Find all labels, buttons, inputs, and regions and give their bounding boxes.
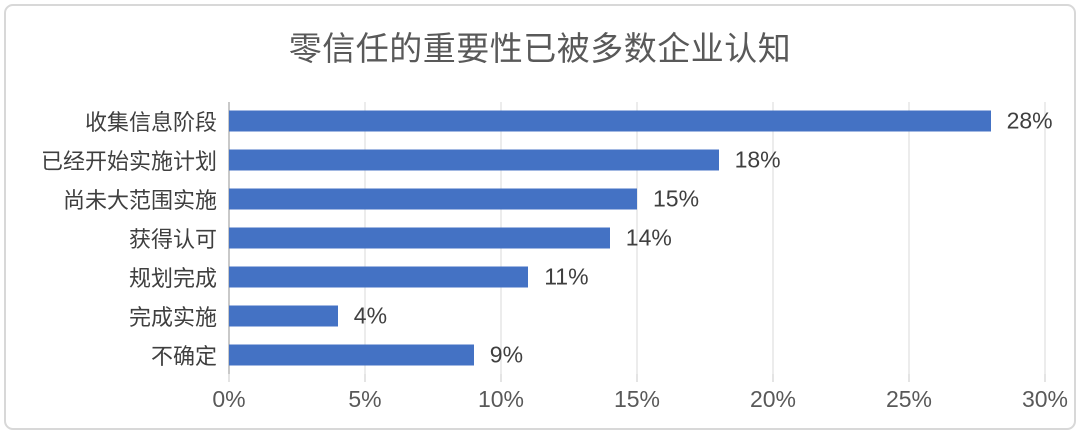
bar (229, 110, 991, 132)
bar (229, 344, 474, 366)
category-label: 不确定 (150, 343, 217, 369)
bar (229, 188, 637, 210)
bar-value-label: 14% (625, 224, 672, 251)
bar-value-label: 9% (489, 341, 524, 368)
x-tick-label: 20% (749, 386, 797, 412)
chart-title: 零信任的重要性已被多数企业认知 (288, 30, 792, 67)
chart-card: 零信任的重要性已被多数企业认知 收集信息阶段已经开始实施计划尚未大范围实施获得认… (4, 4, 1076, 430)
x-tick-label: 5% (348, 386, 382, 412)
x-tick-mark (1044, 374, 1046, 382)
bar-row: 9% (229, 335, 1045, 374)
category-label: 已经开始实施计划 (40, 149, 217, 175)
bar (229, 266, 529, 288)
x-tick-label: 10% (477, 386, 525, 412)
x-tick-label: 0% (212, 386, 246, 412)
bar (229, 305, 338, 327)
x-tick-mark (908, 374, 910, 382)
category-label: 规划完成 (128, 265, 217, 291)
x-tick-label: 30% (1021, 386, 1069, 412)
x-tick-label: 25% (885, 386, 933, 412)
gridline (908, 102, 910, 374)
bar-value-label: 4% (353, 302, 388, 329)
x-tick-mark (636, 374, 638, 382)
gridline (636, 102, 638, 374)
bar-row: 14% (229, 219, 1045, 258)
bar (229, 149, 719, 171)
bar-row: 11% (229, 257, 1045, 296)
bar (229, 227, 610, 249)
category-label: 尚未大范围实施 (62, 188, 217, 214)
bar-row: 18% (229, 141, 1045, 180)
category-label: 收集信息阶段 (84, 110, 217, 136)
category-axis: 收集信息阶段已经开始实施计划尚未大范围实施获得认可规划完成完成实施不确定 (6, 102, 217, 374)
category-label: 获得认可 (128, 226, 217, 252)
gridline (1044, 102, 1046, 374)
x-tick-mark (772, 374, 774, 382)
bar-value-label: 28% (1006, 107, 1053, 134)
bar-value-label: 11% (544, 263, 589, 290)
gridline (772, 102, 774, 374)
bar-row: 28% (229, 102, 1053, 141)
bar-row: 4% (229, 296, 1045, 335)
x-tick-mark (228, 374, 230, 382)
bar-value-label: 18% (734, 146, 781, 173)
category-label: 完成实施 (128, 304, 217, 330)
bar-row: 15% (229, 180, 1045, 219)
bar-value-label: 15% (653, 185, 700, 212)
plot-area: 0% 5% 10% 15% 20% 25% 30% 28% 18% 15% 14% 11% 4% 9% (212, 102, 1068, 412)
x-tick-label: 15% (613, 386, 661, 412)
x-tick-mark (500, 374, 502, 382)
x-tick-mark (364, 374, 366, 382)
